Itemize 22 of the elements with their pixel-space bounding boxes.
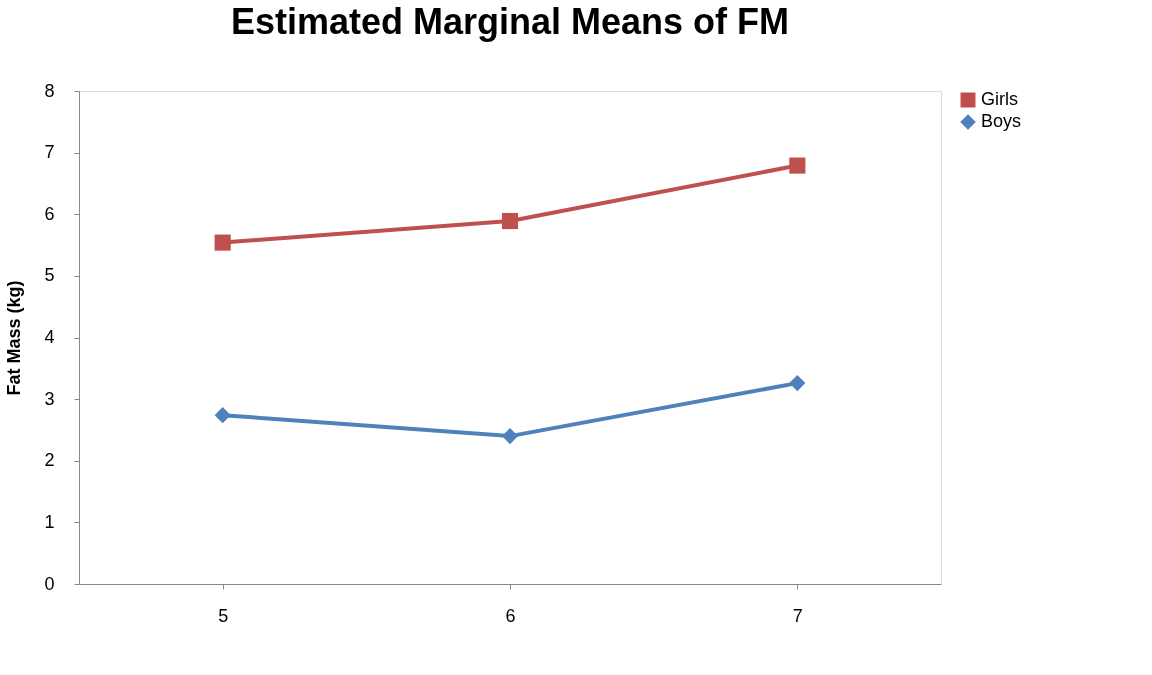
- x-tick-label: 5: [218, 605, 229, 626]
- point: [214, 234, 231, 251]
- legend-label: Boys: [981, 111, 1022, 131]
- y-tick-label: 5: [44, 265, 55, 286]
- y-tick-label: 6: [44, 203, 55, 224]
- y-tick-label: 1: [44, 511, 55, 532]
- y-axis-title: Fat Mass (kg): [4, 280, 25, 396]
- point: [214, 407, 231, 424]
- y-tick-label: 4: [44, 327, 55, 347]
- point: [501, 212, 519, 230]
- legend-label: Girls: [981, 89, 1018, 109]
- point: [789, 375, 806, 392]
- y-tick-label: 0: [44, 573, 55, 594]
- x-tick-label: 6: [505, 605, 516, 626]
- y-tick-label: 7: [44, 142, 55, 163]
- point: [501, 428, 519, 445]
- x-tick-label: 7: [792, 605, 803, 626]
- chart-title: Estimated Marginal Means of FM: [230, 1, 790, 42]
- y-tick-label: 2: [44, 450, 55, 471]
- point: [789, 157, 806, 174]
- y-tick-label: 3: [44, 388, 55, 409]
- y-tick-label: 8: [44, 80, 55, 101]
